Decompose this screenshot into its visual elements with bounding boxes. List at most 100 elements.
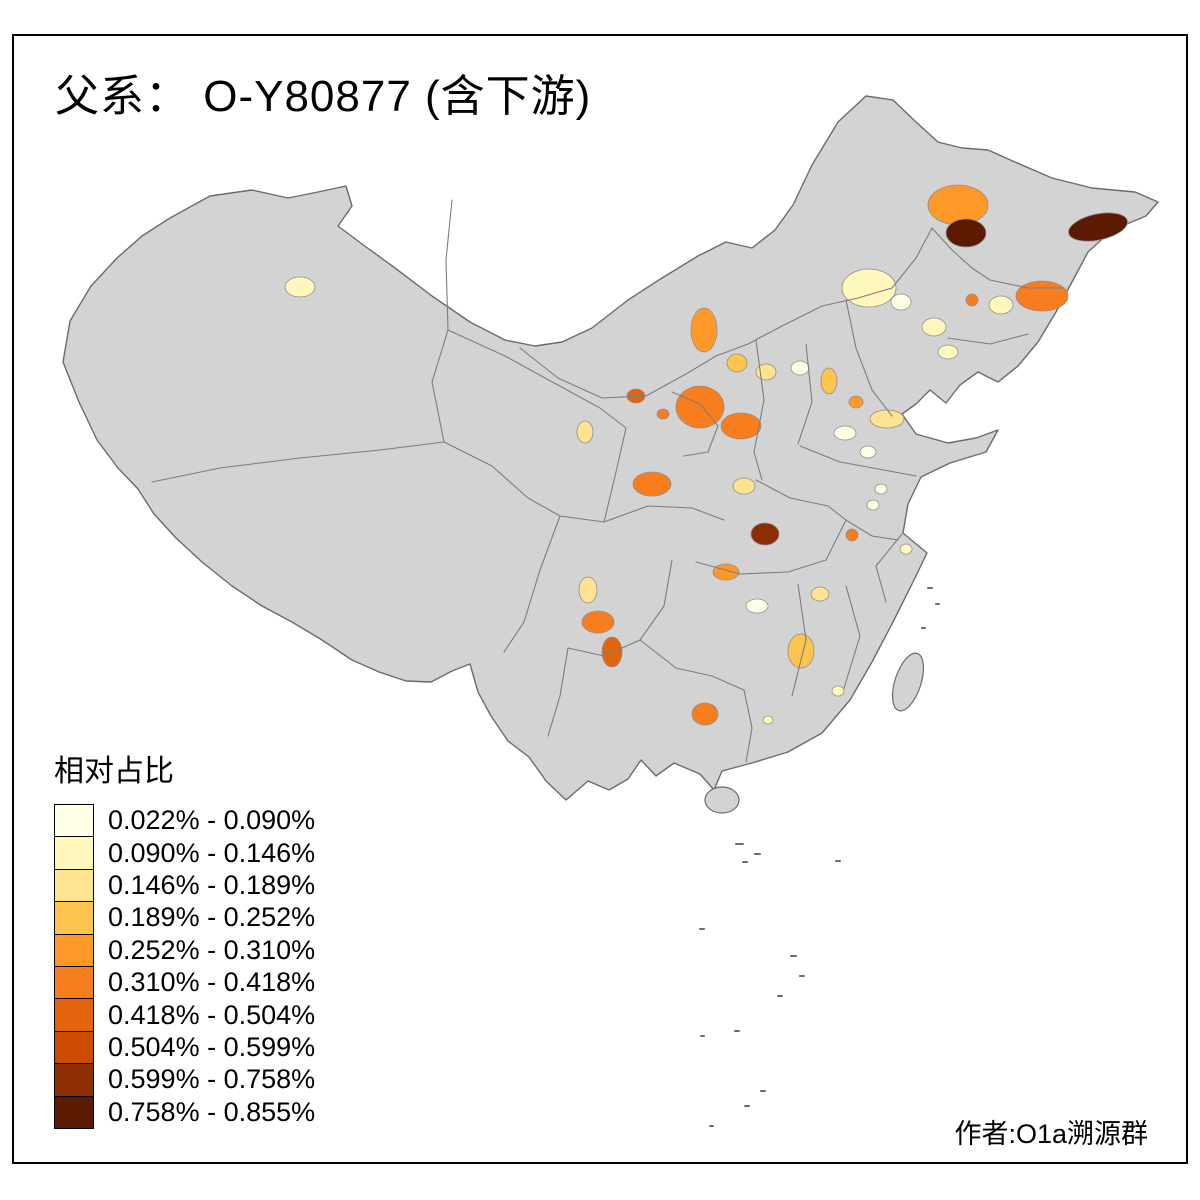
author-credit: 作者:O1a溯源群 [954, 1119, 1148, 1149]
legend-label: 0.504% - 0.599% [108, 1031, 316, 1062]
map-region-patch [899, 543, 913, 555]
province-border [797, 343, 813, 445]
map-region-patch [845, 528, 859, 542]
legend-label: 0.252% - 0.310% [108, 934, 316, 965]
map-region-patch [632, 471, 672, 497]
legend-row: 0.189% - 0.252% [54, 901, 316, 935]
map-region-patch [874, 483, 888, 495]
map-region-patch [937, 344, 959, 360]
province-border [567, 639, 641, 657]
legend-row: 0.418% - 0.504% [54, 998, 316, 1032]
hainan-island [704, 786, 740, 814]
province-border [519, 227, 991, 399]
legend-swatch [54, 965, 94, 1000]
map-region-patch [820, 367, 838, 395]
map-region-patch [965, 293, 979, 307]
legend-rows: 0.022% - 0.090% 0.090% - 0.146% 0.146% - 0… [54, 804, 315, 1129]
map-region-patch [831, 685, 845, 697]
legend-swatch [54, 933, 94, 967]
legend-label: 0.599% - 0.758% [108, 1064, 316, 1095]
legend-label: 0.146% - 0.189% [108, 869, 316, 900]
map-region-patch [790, 360, 810, 376]
legend-swatch [54, 836, 94, 870]
province-border [753, 339, 765, 481]
province-border [503, 515, 561, 653]
map-region-patch [833, 425, 857, 441]
map-region-patch [1068, 212, 1128, 242]
province-border [603, 505, 725, 523]
legend-swatch [54, 804, 94, 838]
province-border [845, 299, 893, 417]
map-region-patch [712, 563, 740, 581]
legend-label: 0.310% - 0.418% [108, 967, 316, 998]
legend-label: 0.418% - 0.504% [108, 999, 316, 1030]
south-china-sea-islands [699, 587, 940, 1127]
province-border [695, 519, 847, 575]
legend-row: 0.090% - 0.146% [54, 836, 316, 870]
legend-row: 0.504% - 0.599% [54, 1030, 316, 1065]
map-region-patch [921, 317, 947, 337]
map-region-patch [859, 445, 877, 459]
page-title: 父系： O-Y80877 (含下游) [55, 72, 592, 121]
province-border [671, 391, 719, 457]
province-borders [151, 199, 1063, 763]
taiwan-island [891, 652, 925, 712]
china-landmass [62, 95, 1159, 801]
map-region-patch [810, 586, 830, 602]
map-region-patch [988, 295, 1014, 315]
legend-row: 0.146% - 0.189% [54, 868, 316, 903]
province-border [443, 441, 605, 523]
map-region-patch [890, 293, 912, 311]
province-border [989, 279, 1063, 289]
legend-swatch [54, 998, 94, 1032]
province-border [947, 333, 1029, 345]
map-region-patch [945, 218, 987, 248]
map-region-patch [691, 702, 719, 726]
map-region-patch [1015, 280, 1069, 312]
province-border [845, 519, 899, 541]
legend-swatch [54, 1063, 94, 1097]
legend-row: 0.252% - 0.310% [54, 933, 316, 967]
legend-swatch [54, 1030, 94, 1065]
map-region-patch [866, 499, 880, 511]
map-region-patch [927, 184, 989, 226]
map-region-patch [720, 412, 762, 440]
map-region-patch [787, 633, 815, 669]
province-border [547, 647, 569, 737]
legend-label: 0.758% - 0.855% [108, 1096, 316, 1127]
province-border [875, 533, 903, 603]
province-border [755, 479, 847, 521]
map-region-patch [581, 610, 615, 634]
legend-row: 0.022% - 0.090% [54, 804, 316, 838]
province-border [639, 639, 745, 691]
province-border [639, 559, 673, 641]
province-border [843, 585, 861, 689]
map-region-patch [869, 409, 905, 429]
map-region-patch [841, 268, 897, 308]
map-region-patch [732, 477, 756, 495]
map-patch-layer [284, 184, 1128, 726]
map-region-patch [750, 522, 780, 546]
map-region-patch [762, 715, 774, 725]
map-region-patch [284, 276, 316, 298]
map-region-patch [726, 353, 748, 373]
legend-label: 0.022% - 0.090% [108, 805, 316, 836]
map-region-patch [656, 408, 670, 420]
legend: 相对占比 0.022% - 0.090% 0.090% - 0.146% 0.146… [54, 746, 315, 1129]
legend-swatch [54, 901, 94, 935]
legend-label: 0.189% - 0.252% [108, 902, 316, 933]
map-region-patch [578, 576, 598, 604]
province-border [791, 583, 807, 697]
map-region-patch [690, 307, 718, 353]
legend-row: 0.310% - 0.418% [54, 965, 316, 1000]
province-border [151, 441, 445, 483]
province-border [799, 445, 917, 477]
legend-row: 0.758% - 0.855% [54, 1095, 316, 1129]
legend-swatch [54, 1095, 94, 1129]
province-border [743, 689, 753, 763]
legend-label: 0.090% - 0.146% [108, 837, 316, 868]
map-region-patch [848, 395, 864, 409]
map-region-patch [745, 598, 769, 614]
legend-title: 相对占比 [54, 755, 174, 788]
